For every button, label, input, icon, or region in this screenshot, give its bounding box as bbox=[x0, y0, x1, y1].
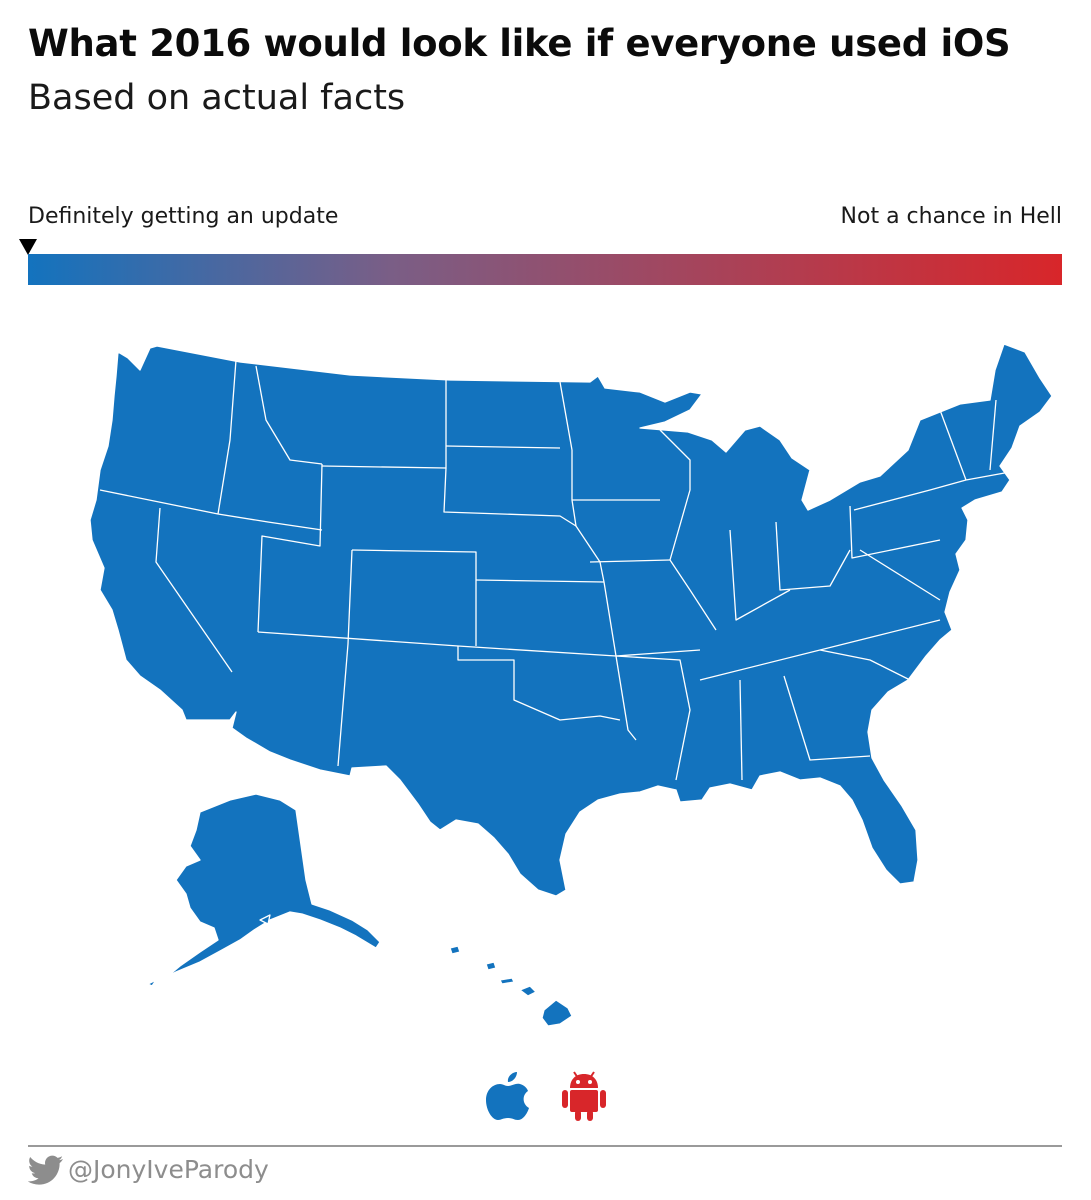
scale-left-label: Definitely getting an update bbox=[28, 204, 339, 229]
footer-handle[interactable]: @JonyIveParody bbox=[68, 1155, 269, 1184]
hawaii-maui bbox=[519, 985, 537, 997]
apple-icon bbox=[486, 1072, 529, 1120]
color-scale-bar bbox=[28, 254, 1062, 285]
alaska-shape bbox=[167, 793, 381, 977]
hawaii-kauai bbox=[449, 945, 461, 955]
hawaii-oahu bbox=[485, 961, 497, 971]
twitter-bird-icon bbox=[28, 1155, 63, 1185]
android-icon bbox=[562, 1071, 606, 1121]
scale-marker-icon bbox=[19, 239, 37, 255]
hawaii-molokai bbox=[499, 977, 515, 985]
hawaii-big-island bbox=[541, 999, 573, 1027]
contiguous-us-shape bbox=[89, 343, 1053, 897]
page-title: What 2016 would look like if everyone us… bbox=[28, 22, 1011, 65]
page-subtitle: Based on actual facts bbox=[28, 78, 406, 118]
scale-right-label: Not a chance in Hell bbox=[840, 204, 1062, 229]
us-map bbox=[89, 343, 1053, 1027]
footer-divider bbox=[28, 1145, 1062, 1147]
